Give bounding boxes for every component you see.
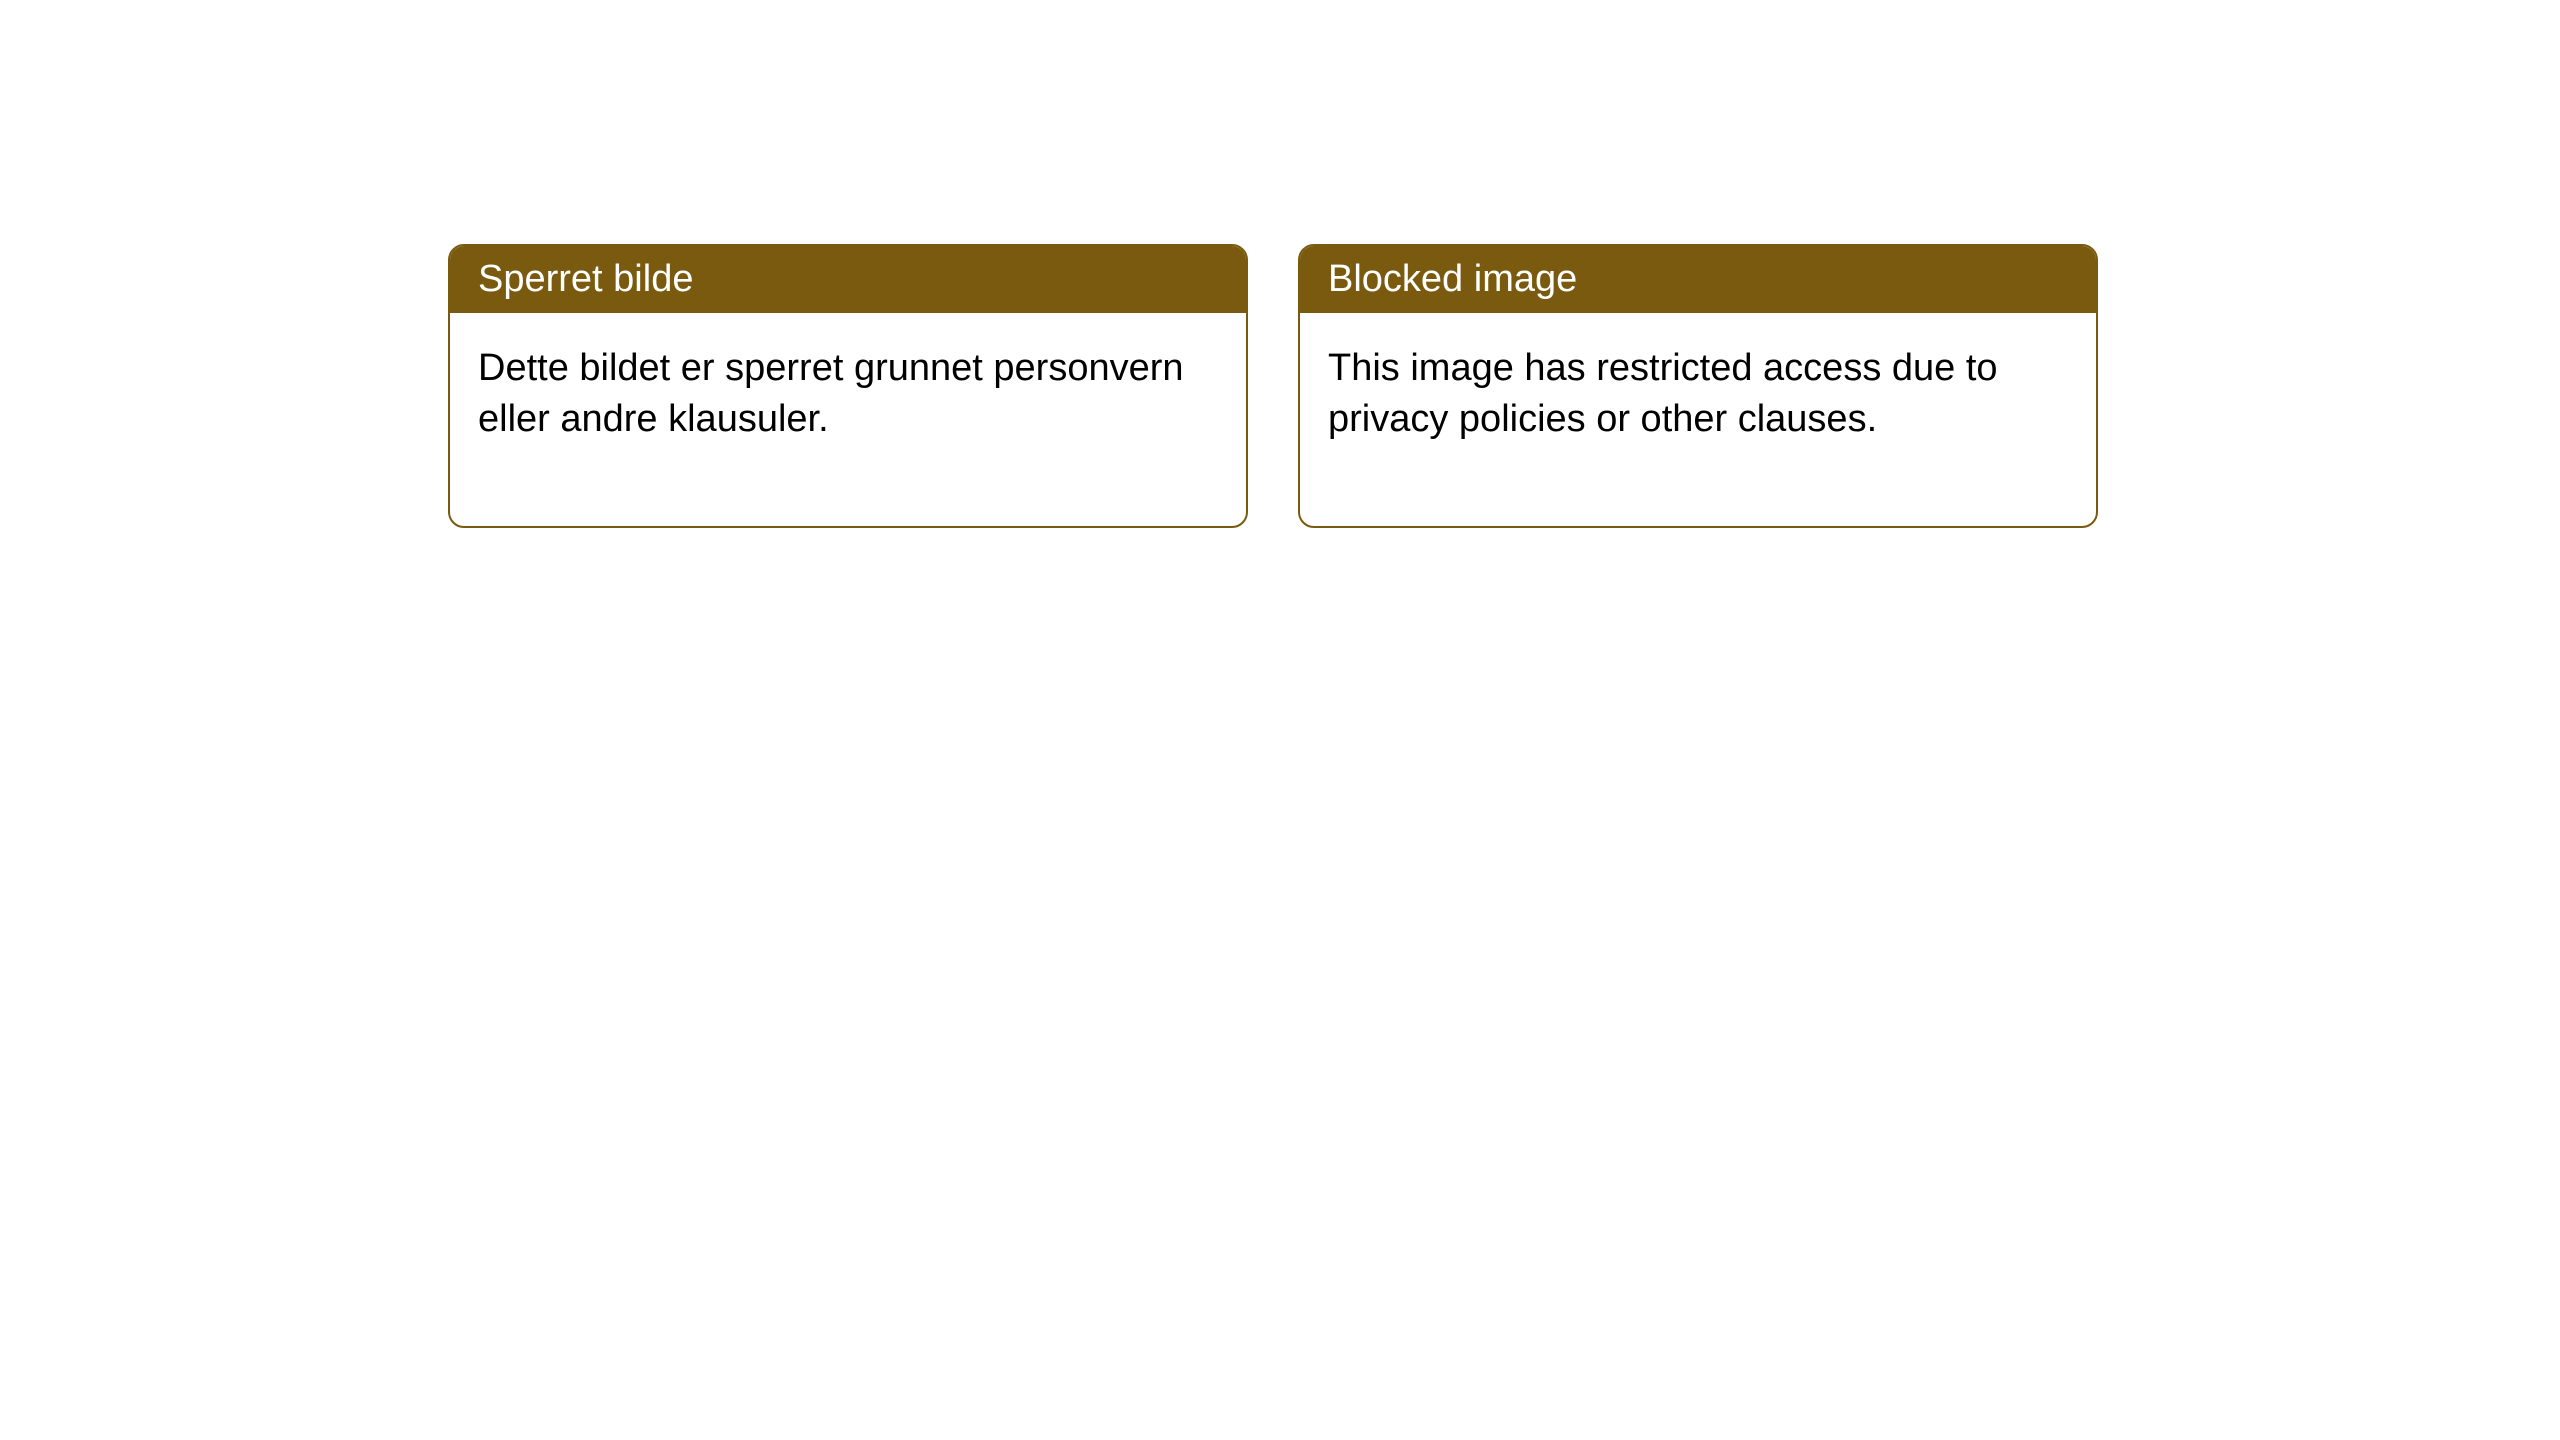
notice-container: Sperret bilde Dette bildet er sperret gr…: [448, 244, 2098, 528]
notice-title: Sperret bilde: [478, 258, 693, 300]
notice-body-text: Dette bildet er sperret grunnet personve…: [478, 347, 1184, 440]
notice-header: Blocked image: [1300, 246, 2096, 313]
notice-header: Sperret bilde: [450, 246, 1246, 313]
notice-box-english: Blocked image This image has restricted …: [1298, 244, 2098, 528]
notice-body: Dette bildet er sperret grunnet personve…: [450, 313, 1246, 526]
notice-box-norwegian: Sperret bilde Dette bildet er sperret gr…: [448, 244, 1248, 528]
notice-title: Blocked image: [1328, 258, 1577, 300]
notice-body-text: This image has restricted access due to …: [1328, 347, 1998, 440]
notice-body: This image has restricted access due to …: [1300, 313, 2096, 526]
